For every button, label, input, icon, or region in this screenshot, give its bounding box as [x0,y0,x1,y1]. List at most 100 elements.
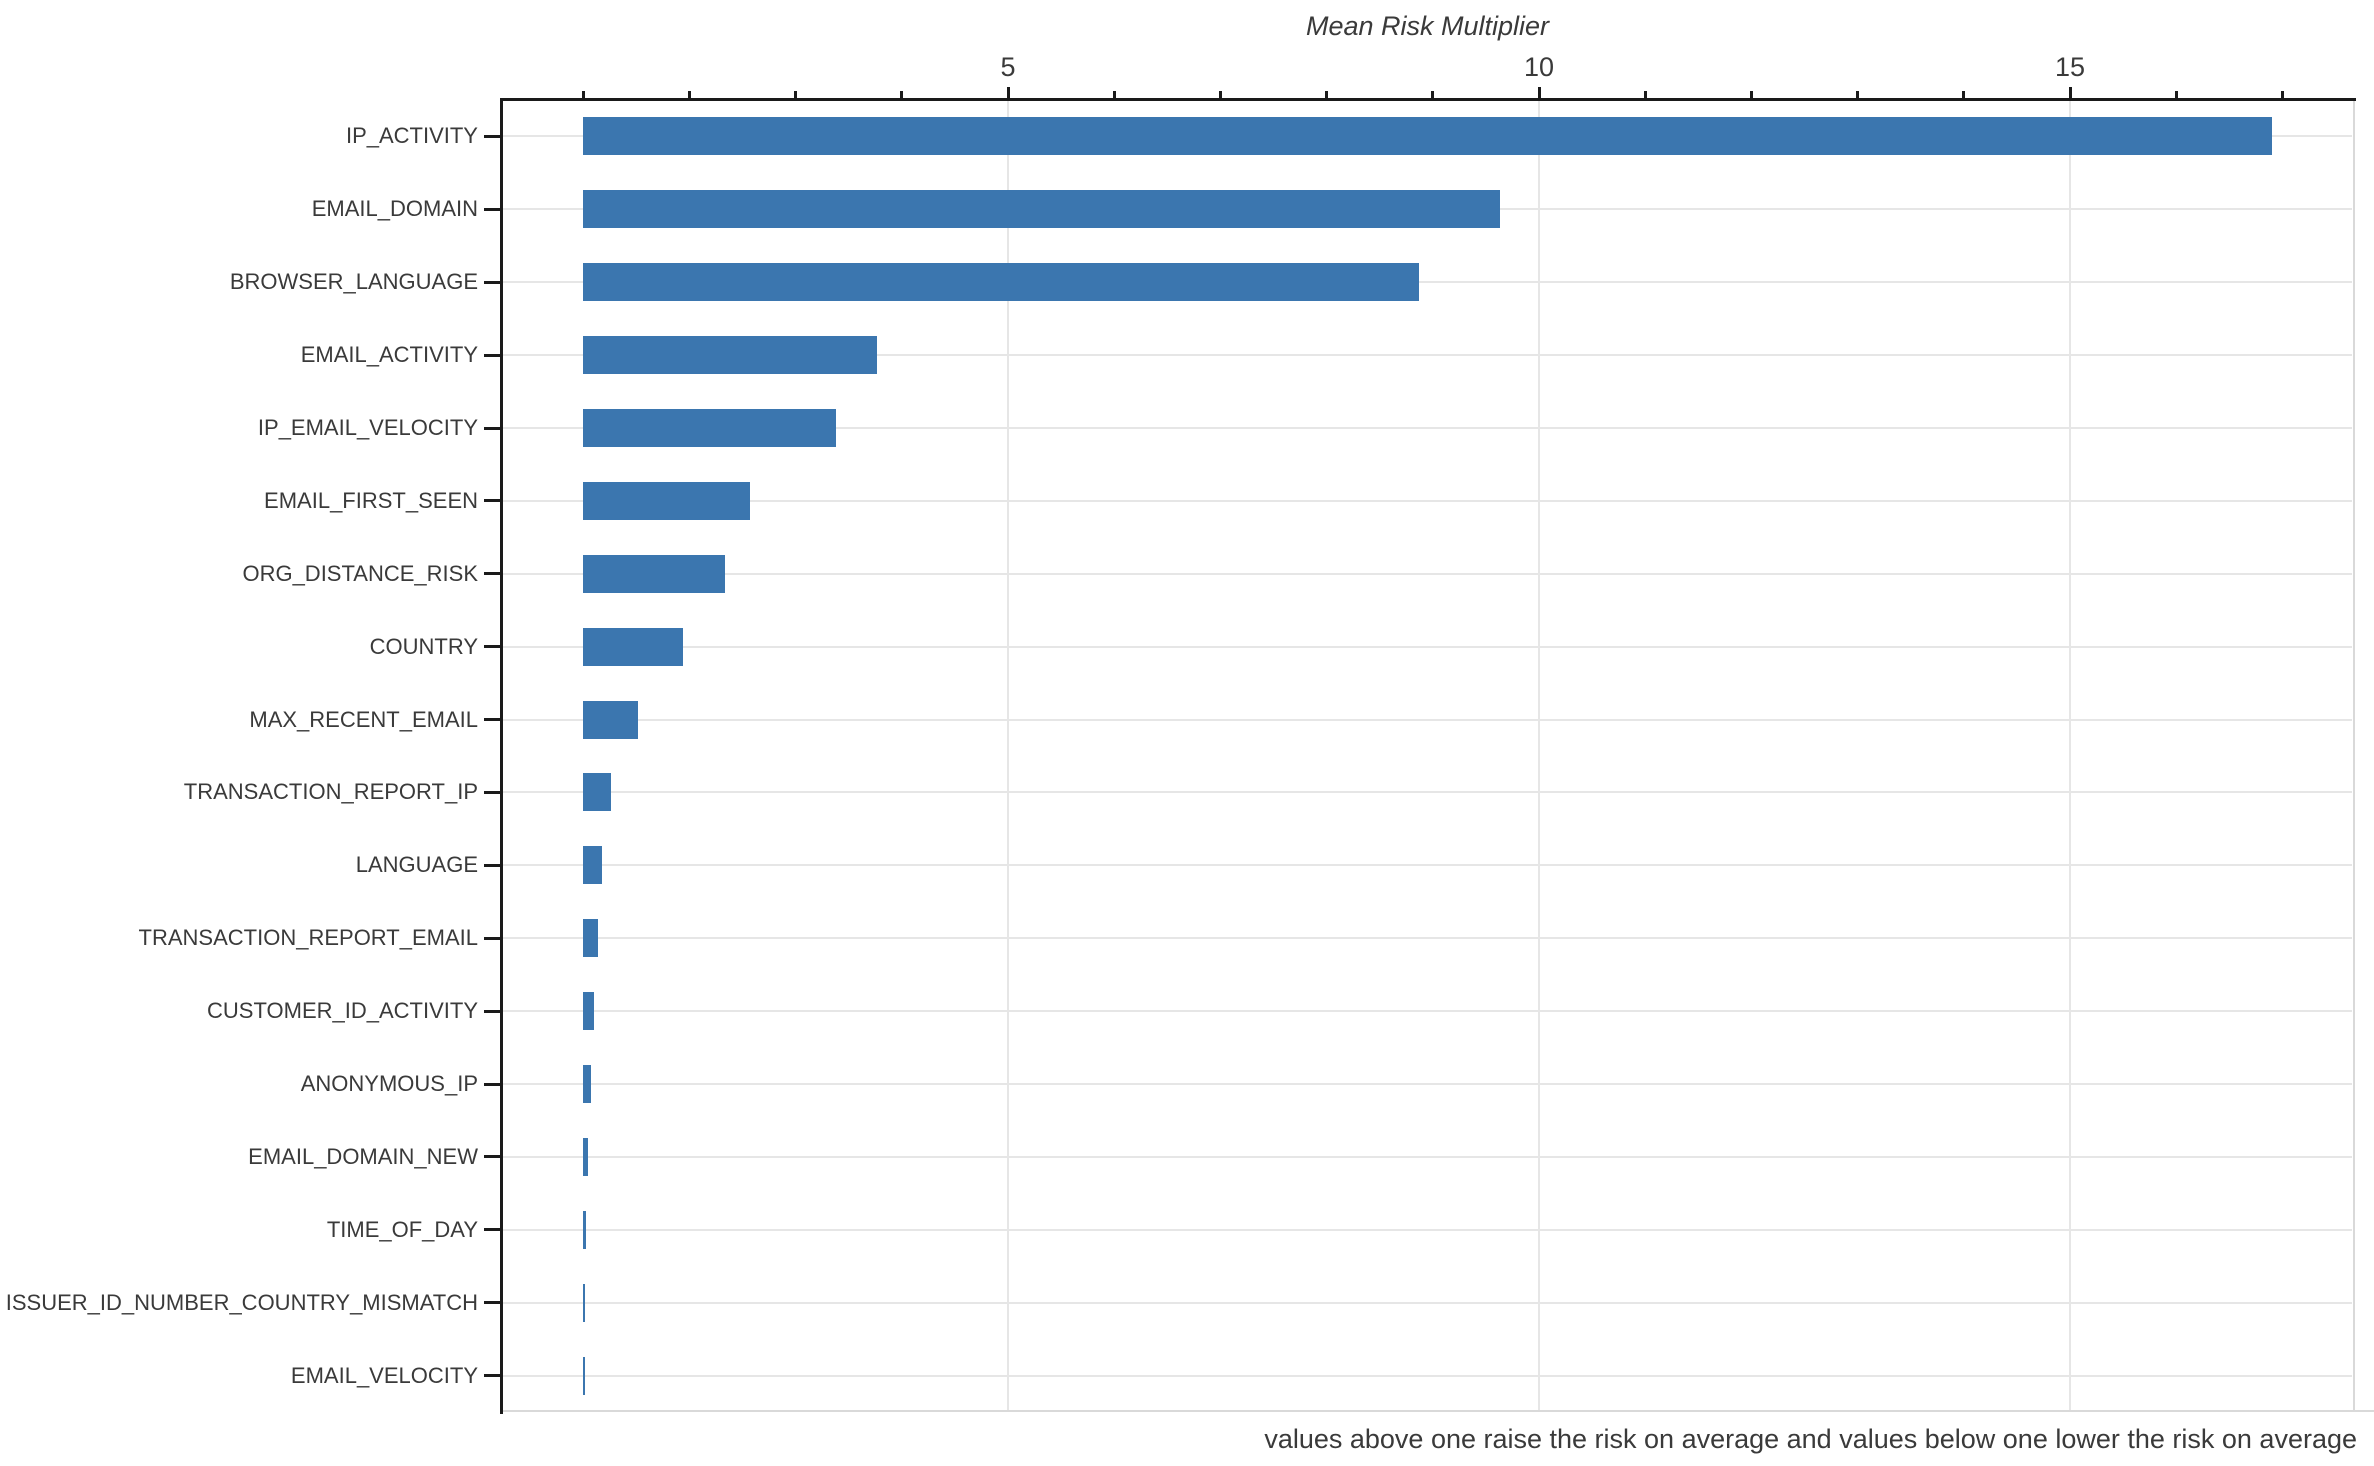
y-tick [484,134,502,138]
h-gridline [503,1155,2352,1158]
y-tick [484,1082,502,1086]
bar [583,627,683,666]
y-tick-label: TRANSACTION_REPORT_IP [183,779,478,805]
y-tick-label: IP_ACTIVITY [345,123,478,149]
x-major-tick [1006,87,1010,100]
bar [583,336,878,375]
bar [583,700,639,739]
x-minor-tick [581,91,585,100]
h-gridline [503,864,2352,867]
v-gridline [1007,100,1009,1412]
bar [583,1210,587,1249]
x-minor-tick [2174,91,2178,100]
y-tick-label: IP_EMAIL_VELOCITY [257,415,478,440]
h-gridline [503,1374,2352,1377]
x-minor-tick [2280,91,2284,100]
v-gridline [2069,100,2071,1412]
x-minor-tick [1325,91,1329,100]
h-gridline [503,791,2352,794]
plot-area [500,100,2374,1412]
bar [583,263,1419,302]
h-gridline [503,427,2352,429]
x-minor-tick [687,91,691,100]
y-tick [484,1155,502,1159]
x-minor-tick [1218,91,1222,100]
x-major-tick [1537,87,1541,100]
x-major-tick [2068,87,2072,100]
h-gridline [503,281,2352,284]
y-tick [484,572,502,576]
bar [583,554,726,593]
h-gridline [503,937,2352,940]
bar [583,773,611,812]
x-tick-label: 15 [2054,52,2086,82]
h-gridline [503,1301,2352,1304]
y-tick [484,353,502,357]
bar [583,481,750,520]
bar [583,1065,591,1103]
bar [583,1283,586,1322]
h-gridline [503,354,2352,357]
y-tick-label: EMAIL_DOMAIN [311,196,478,222]
y-tick-label: ISSUER_ID_NUMBER_COUNTRY_MISMATCH [5,1289,478,1315]
y-tick-label: EMAIL_FIRST_SEEN [264,487,478,513]
x-minor-tick [1643,91,1647,100]
y-tick [484,1374,502,1378]
right-spine [2353,100,2355,1412]
y-tick-label: ANONYMOUS_IP [300,1071,478,1096]
h-gridline [503,1083,2352,1085]
h-gridline [503,499,2352,502]
bar [583,1356,586,1395]
y-tick [484,207,502,211]
y-tick [484,426,502,430]
h-gridline [503,572,2352,575]
y-tick-label: EMAIL_DOMAIN_NEW [248,1143,478,1169]
bar [583,190,1500,229]
y-tick [484,1228,502,1232]
x-minor-tick [1749,91,1753,100]
x-minor-tick [1856,91,1860,100]
y-tick-label: LANGUAGE [355,852,478,878]
h-gridline [503,645,2352,648]
x-minor-tick [1112,91,1116,100]
bar [583,409,836,447]
bar [583,846,603,885]
y-tick-label: MAX_RECENT_EMAIL [249,706,478,732]
bar [583,919,599,958]
x-tick-label: 5 [1000,52,1016,82]
x-minor-tick [794,91,798,100]
x-minor-tick [900,91,904,100]
bar [583,117,2272,156]
y-tick [484,1301,502,1305]
y-tick [484,499,502,503]
h-gridline [503,1228,2352,1231]
y-tick-label: ORG_DISTANCE_RISK [242,560,478,586]
left-spine [500,98,503,1414]
h-gridline [503,718,2352,721]
top-spine [500,98,2356,101]
y-tick [484,1009,502,1013]
bar [583,992,594,1031]
y-tick [484,280,502,284]
x-minor-tick [1962,91,1966,100]
h-gridline [503,1010,2352,1013]
bar [583,1137,589,1176]
y-tick-label: TIME_OF_DAY [326,1216,478,1242]
y-tick [484,863,502,867]
y-tick [484,718,502,722]
x-minor-tick [1431,91,1435,100]
y-tick-label: EMAIL_VELOCITY [290,1362,478,1388]
y-tick [484,645,502,649]
chart-title: Mean Risk Multiplier [1305,11,1550,41]
y-tick-label: TRANSACTION_REPORT_EMAIL [138,925,478,951]
y-tick-label: CUSTOMER_ID_ACTIVITY [207,998,478,1024]
y-tick [484,936,502,940]
y-tick-label: COUNTRY [369,633,478,659]
x-tick-label: 10 [1523,52,1555,82]
y-tick [484,790,502,794]
bottom-spine [500,1410,2374,1412]
v-gridline [1538,100,1540,1412]
y-tick-label: EMAIL_ACTIVITY [300,342,478,368]
footnote: values above one raise the risk on avera… [1264,1424,2357,1454]
